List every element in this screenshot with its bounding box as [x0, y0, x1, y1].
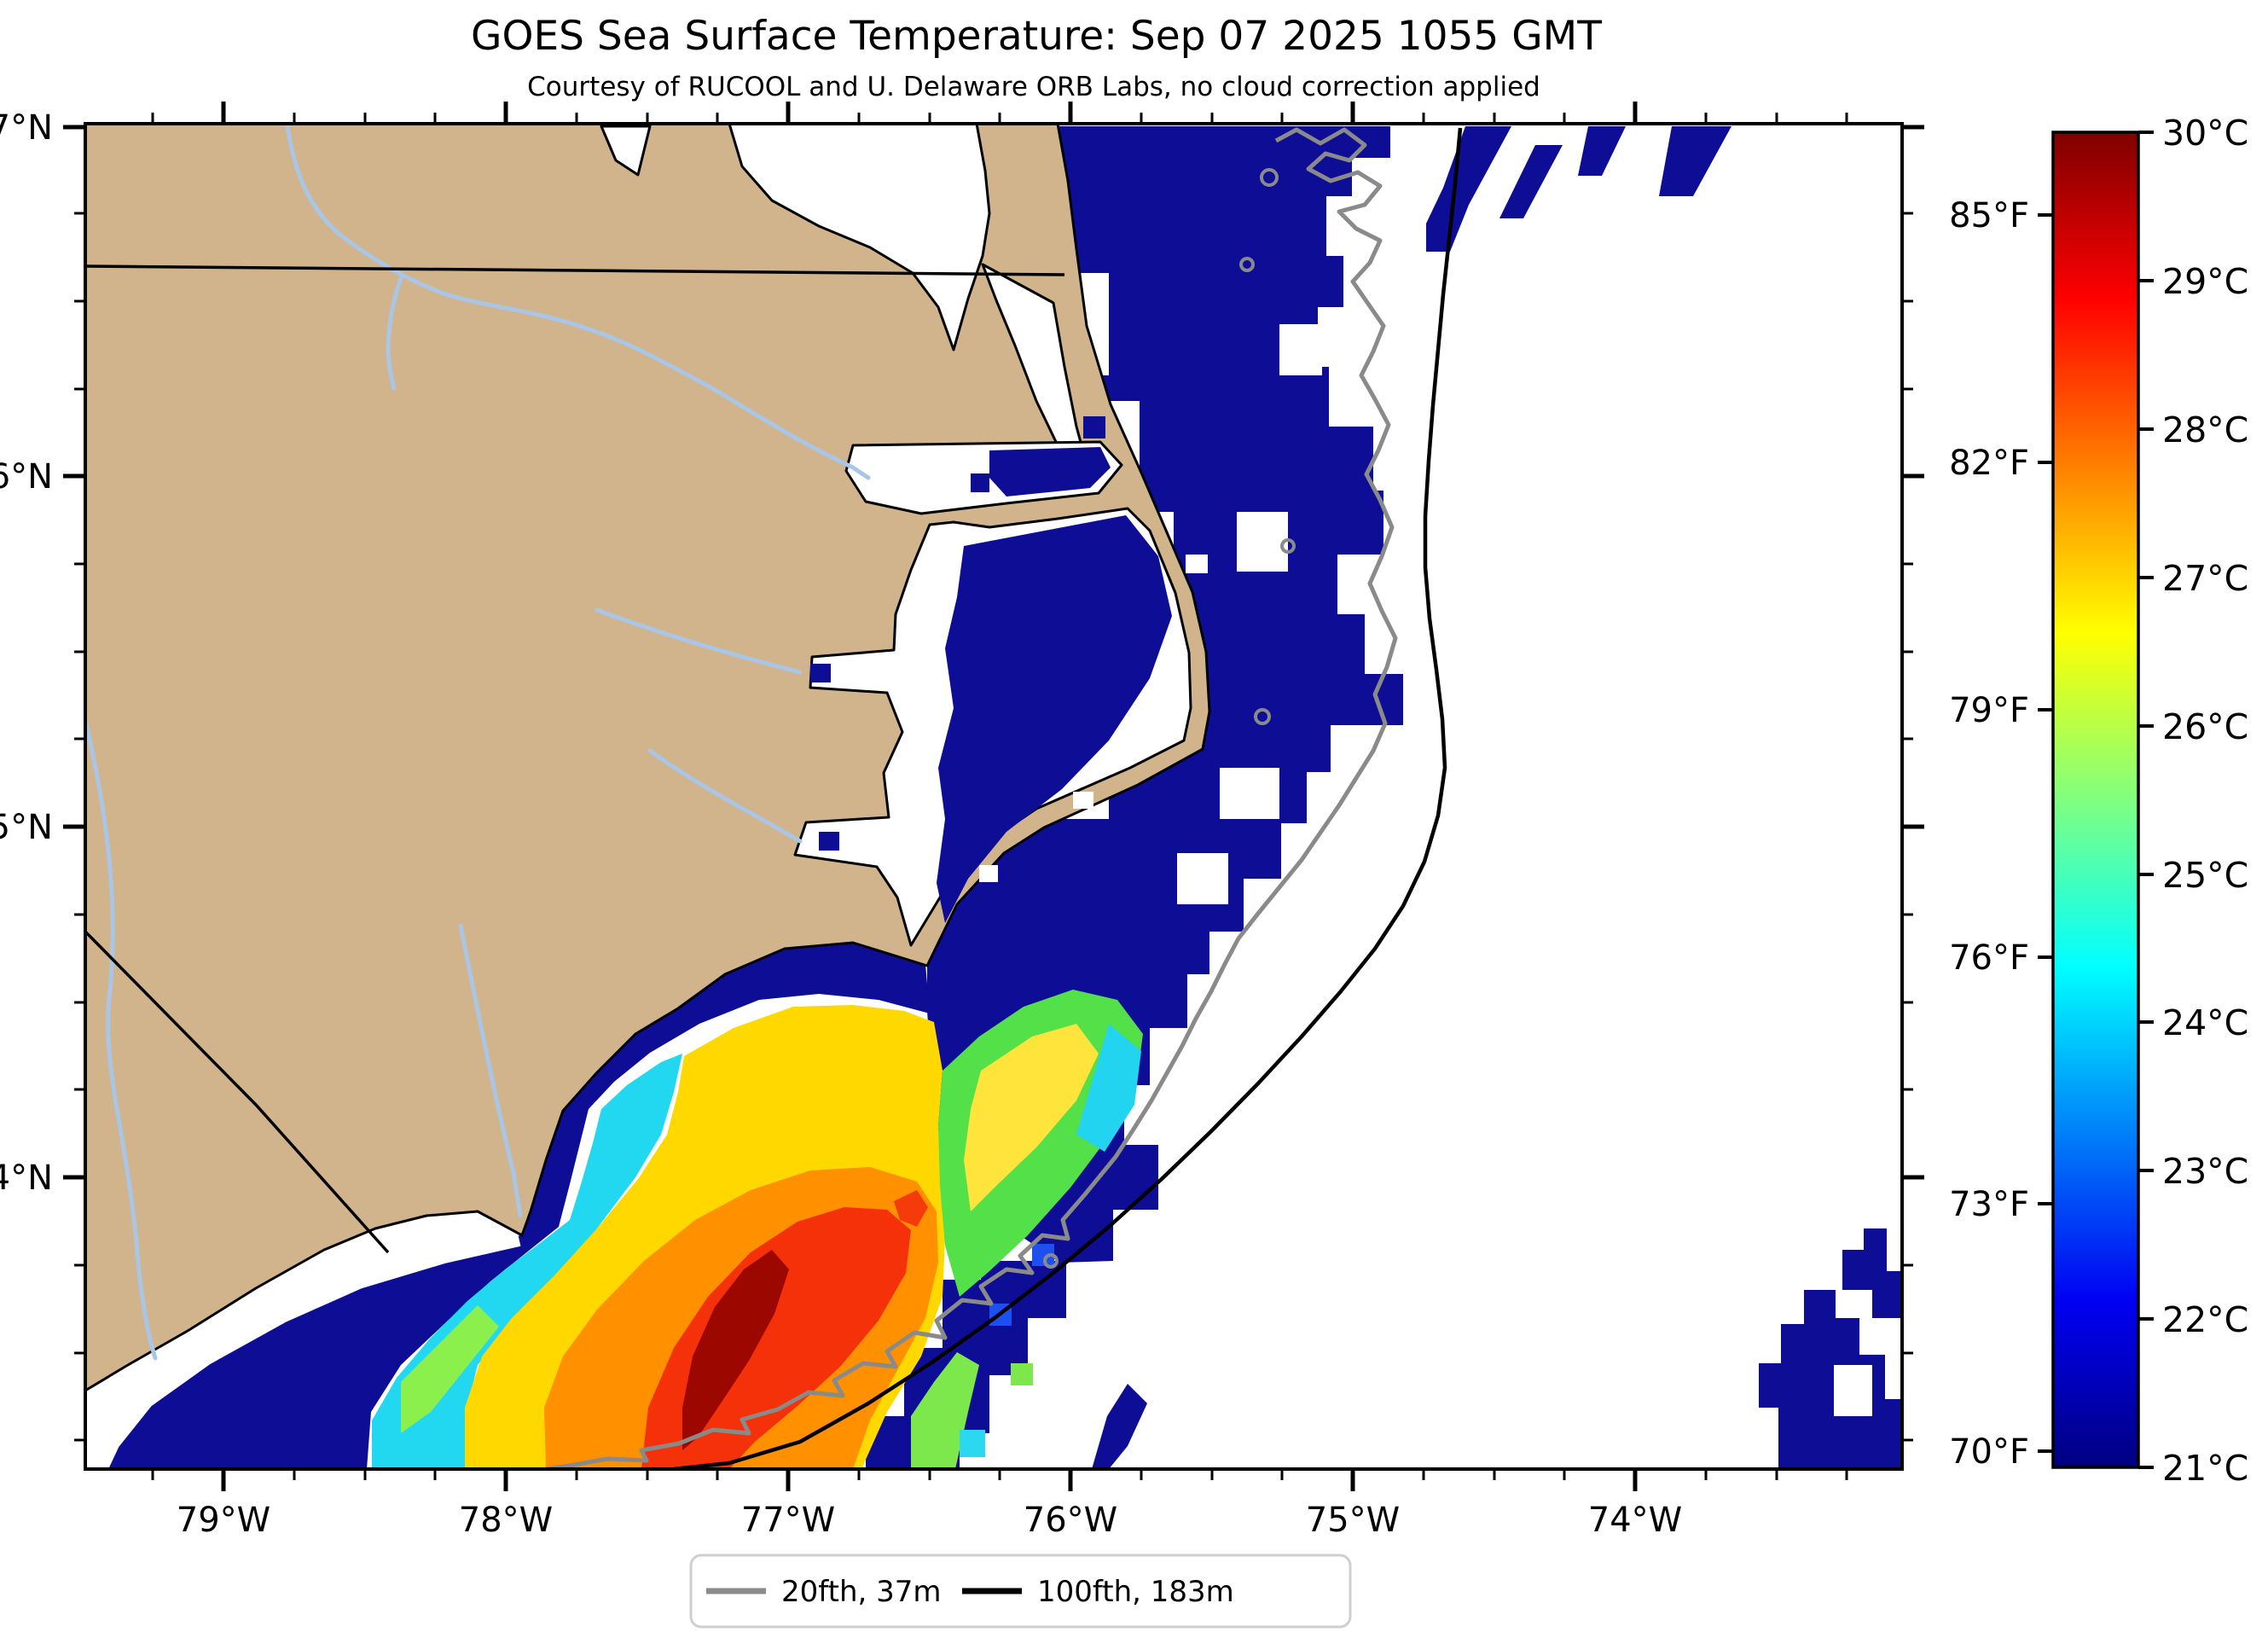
navy-streak-3 — [1578, 126, 1626, 176]
green-fringe-east — [911, 1352, 979, 1469]
y-tick-label: 36°N — [0, 457, 53, 497]
x-tick-label: 76°W — [1024, 1501, 1117, 1540]
celsius-tick-label: 27°C — [2162, 558, 2248, 599]
x-tick-label: 79°W — [177, 1501, 270, 1540]
contour-100-fathom — [673, 127, 1463, 1469]
legend-label-100fth: 100fth, 183m — [1037, 1575, 1234, 1609]
va-nc-border — [85, 264, 1065, 276]
yellow-streak-ne — [964, 1024, 1099, 1211]
map-content — [85, 124, 1902, 1469]
navy-fragment — [1092, 1384, 1147, 1469]
fahrenheit-tick-label: 73°F — [1949, 1185, 2029, 1224]
colorbar-frame — [2051, 131, 2140, 1469]
fahrenheit-tick-label: 82°F — [1949, 444, 2029, 483]
y-tick-label: 34°N — [0, 1159, 53, 1198]
legend-label-20fth: 20fth, 37m — [781, 1575, 942, 1609]
cyan-patch-ne — [1076, 1024, 1141, 1152]
mainland — [85, 124, 1211, 1392]
legend: 20fth, 37m 100fth, 183m — [689, 1554, 1352, 1629]
celsius-tick-label: 23°C — [2162, 1151, 2248, 1192]
fahrenheit-tick-label: 79°F — [1949, 691, 2029, 730]
page-subtitle: Courtesy of RUCOOL and U. Delaware ORB L… — [527, 72, 1540, 102]
colorbar: 30°C 29°C 28°C 27°C 26°C 25°C 24°C 23°C 22°C 21°C… — [1949, 113, 2248, 1489]
fahrenheit-tick-label: 85°F — [1949, 196, 2029, 235]
x-tick-label: 78°W — [459, 1501, 553, 1540]
navy-streak-4 — [1659, 126, 1731, 196]
x-tick-label: 77°W — [741, 1501, 835, 1540]
fahrenheit-tick-label: 70°F — [1949, 1432, 2029, 1472]
celsius-tick-label: 21°C — [2162, 1448, 2248, 1489]
cyan-bit — [960, 1430, 985, 1457]
celsius-tick-label: 22°C — [2162, 1299, 2248, 1340]
colorbar-gradient — [2053, 132, 2138, 1467]
x-tick-label: 75°W — [1306, 1501, 1400, 1540]
dark-red-streak — [682, 1250, 789, 1450]
page-title: GOES Sea Surface Temperature: Sep 07 202… — [471, 13, 1602, 60]
navy-streak-1 — [1426, 126, 1511, 252]
rivers — [85, 124, 871, 1361]
navy-band-coastal-south — [104, 943, 930, 1469]
y-tick-label: 37°N — [0, 108, 53, 148]
contour-20-fathom — [545, 127, 1398, 1469]
celsius-tick-label: 24°C — [2162, 1002, 2248, 1043]
x-axis-ticks: 79°W 78°W 77°W 76°W 75°W 74°W — [151, 102, 1848, 1540]
celsius-tick-label: 25°C — [2162, 855, 2248, 896]
celsius-tick-label: 26°C — [2162, 706, 2248, 747]
barrier-inlets — [979, 555, 1208, 882]
navy-streak-2 — [1499, 145, 1563, 218]
map-frame — [84, 122, 1904, 1471]
celsius-tick-label: 29°C — [2162, 261, 2248, 302]
state-borders — [85, 264, 1065, 1254]
no-data-beach-strip — [90, 1228, 521, 1469]
navy-blob-bottom-right — [1759, 1290, 1900, 1469]
red-curl — [894, 1190, 928, 1227]
navy-blob-bottom-right-2 — [1842, 1228, 1900, 1318]
sound-sst-patches — [810, 416, 1172, 923]
celsius-tick-label: 28°C — [2162, 409, 2248, 450]
celsius-tick-label: 30°C — [2162, 113, 2248, 154]
fahrenheit-tick-label: 76°F — [1949, 938, 2029, 978]
y-axis-ticks: 37°N 36°N 35°N 34°N — [0, 108, 1924, 1442]
river-notch-top — [600, 125, 652, 177]
y-tick-label: 35°N — [0, 808, 53, 847]
contour-20-fathom-specks — [1043, 168, 1296, 1269]
green-spot-1 — [1011, 1363, 1033, 1385]
x-tick-label: 74°W — [1588, 1501, 1682, 1540]
green-streak — [401, 1305, 499, 1433]
navy-field-north — [927, 126, 1403, 1263]
nc-sc-border — [85, 930, 390, 1254]
colorbar-ticks: 30°C 29°C 28°C 27°C 26°C 25°C 24°C 23°C 22°C 21°C… — [1949, 113, 2248, 1489]
